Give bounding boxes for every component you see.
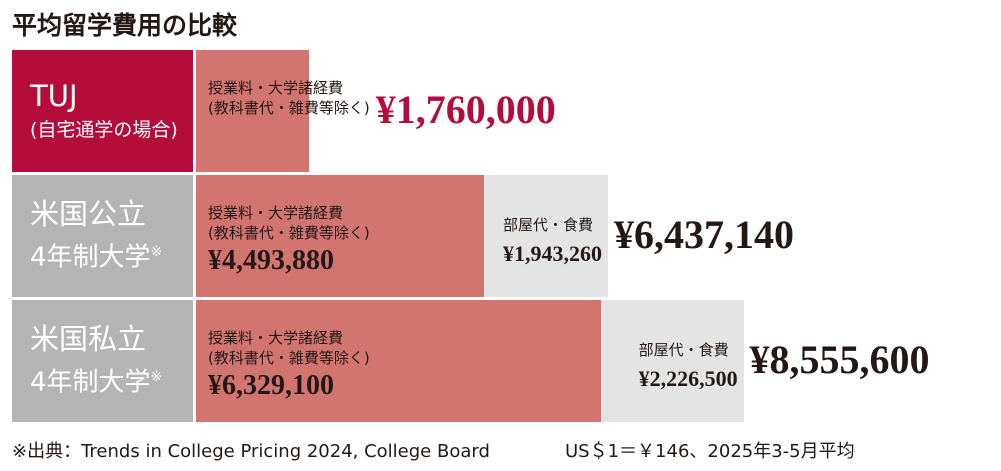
- chart-title: 平均留学費用の比較: [12, 11, 238, 40]
- category-sublabel-text: 4年制大学: [30, 367, 151, 398]
- series-name: 部屋代・食費: [502, 216, 593, 234]
- category-sublabel: (自宅通学の場合): [30, 115, 193, 145]
- category-sublabel: 4年制大学※: [30, 233, 193, 277]
- footnote: ※出典：Trends in College Pricing 2024, Coll…: [12, 441, 490, 462]
- category-sublabel-text: (自宅通学の場合): [30, 119, 178, 141]
- category-label: 米国公立: [30, 197, 147, 232]
- series-name: 授業料・大学諸経費 (教科書代・雑費等除く): [208, 79, 370, 117]
- category-sublabel-text: 4年制大学: [30, 242, 151, 273]
- segment-label: 授業料・大学諸経費 (教科書代・雑費等除く): [208, 78, 370, 118]
- note-mark: ※: [150, 244, 163, 261]
- value-label: ¥6,329,100: [208, 370, 334, 401]
- series-name: 部屋代・食費: [638, 341, 729, 359]
- segment-label: 部屋代・食費 ¥2,226,500: [639, 340, 738, 392]
- value-label: ¥2,226,500: [638, 366, 738, 391]
- segment-label: 授業料・大学諸経費 (教科書代・雑費等除く) ¥4,493,880: [208, 203, 370, 277]
- note-mark: ※: [150, 369, 163, 386]
- bar-segment: [196, 50, 309, 172]
- category-cell: TUJ (自宅通学の場合): [12, 50, 193, 172]
- bar-segment: [196, 300, 602, 422]
- value-label: ¥4,493,880: [208, 245, 334, 276]
- series-name: 授業料・大学諸経費 (教科書代・雑費等除く): [208, 204, 370, 242]
- category-label: TUJ: [30, 79, 78, 113]
- segment-label: 授業料・大学諸経費 (教科書代・雑費等除く) ¥6,329,100: [208, 328, 370, 402]
- total-label: ¥6,437,140: [613, 212, 794, 257]
- total-label: ¥1,760,000: [375, 87, 556, 132]
- series-name: 授業料・大学諸経費 (教科書代・雑費等除く): [208, 329, 370, 367]
- bar-segment: [601, 300, 744, 422]
- category-cell: 米国公立 4年制大学※: [12, 175, 193, 297]
- footnote-rate: US＄1＝￥146、2025年3-5月平均: [565, 441, 855, 462]
- category-sublabel: 4年制大学※: [30, 358, 193, 402]
- total-label: ¥8,555,600: [749, 337, 930, 382]
- bar-segment: [483, 175, 608, 297]
- category-label: 米国私立: [30, 322, 147, 357]
- category-cell: 米国私立 4年制大学※: [12, 300, 193, 422]
- segment-label: 部屋代・食費 ¥1,943,260: [503, 215, 602, 267]
- bar-segment: [196, 175, 484, 297]
- value-label: ¥1,943,260: [502, 241, 602, 266]
